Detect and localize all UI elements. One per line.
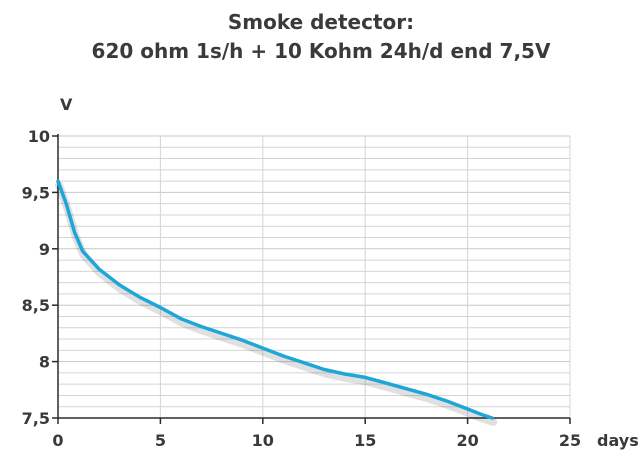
x-tick-label: 20 bbox=[456, 431, 478, 450]
grid bbox=[58, 135, 571, 418]
series-line bbox=[56, 179, 494, 420]
x-tick-label: 5 bbox=[155, 431, 166, 450]
x-axis-label: days bbox=[597, 431, 639, 450]
y-tick-label: 7,5 bbox=[22, 409, 50, 428]
chart-subtitle: 620 ohm 1s/h + 10 Kohm 24h/d end 7,5V bbox=[92, 39, 551, 63]
x-tick-label: 25 bbox=[559, 431, 581, 450]
x-tick-label: 0 bbox=[52, 431, 63, 450]
y-tick-label: 8,5 bbox=[22, 296, 50, 315]
y-tick-label: 8 bbox=[39, 353, 50, 372]
chart-title: Smoke detector: bbox=[228, 10, 414, 34]
y-tick-label: 9 bbox=[39, 240, 50, 259]
x-tick-label: 10 bbox=[252, 431, 274, 450]
y-tick-label: 9,5 bbox=[22, 183, 50, 202]
axes bbox=[52, 134, 571, 424]
y-axis-label: V bbox=[60, 95, 73, 114]
x-tick-label: 15 bbox=[354, 431, 376, 450]
series-layer bbox=[55, 179, 498, 426]
series-line-shadow bbox=[55, 181, 498, 426]
tick-labels: 7,5 8 8,5 9 9,5 10 0 5 10 15 20 25 bbox=[22, 127, 581, 450]
y-tick-label: 10 bbox=[28, 127, 50, 146]
